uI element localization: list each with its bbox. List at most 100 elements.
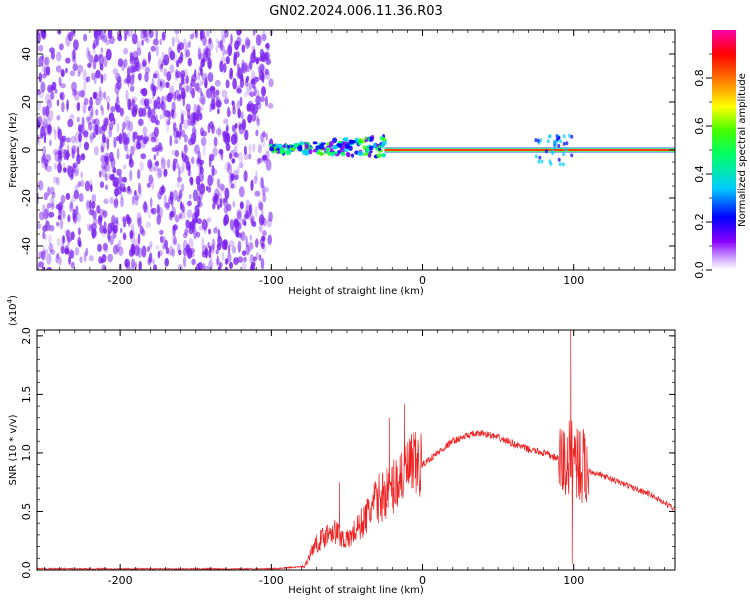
snr-panel: -200 -100 0 100 0.0 0.5 1.0 1.5 2.0 Height of st… (6, 295, 676, 596)
snr-frame (36, 329, 676, 571)
noise-blob (72, 56, 77, 63)
noise-blob (110, 221, 115, 232)
noise-blob (158, 207, 163, 219)
noise-blob (199, 183, 206, 195)
noise-blob (213, 227, 218, 234)
noise-blob (252, 48, 256, 59)
noise-blob (182, 247, 188, 257)
noise-blob (37, 101, 42, 112)
noise-blob (219, 60, 224, 73)
noise-blob (199, 93, 206, 105)
colorbar: 0.0 0.2 0.4 0.6 0.8 Normalized spectral ampl… (693, 30, 748, 279)
noise-blob (101, 106, 104, 116)
noise-blob (157, 191, 163, 200)
signal-blob (315, 145, 320, 150)
noise-blob (114, 220, 119, 228)
noise-blob (201, 251, 207, 258)
noise-blob (172, 36, 175, 47)
noise-blob (233, 56, 237, 66)
noise-blob (255, 170, 258, 181)
noise-blob (245, 204, 250, 213)
noise-blob (150, 208, 154, 214)
noise-blob (103, 228, 108, 234)
signal-blob (297, 146, 303, 152)
noise-blob (205, 30, 210, 37)
noise-blob (216, 178, 221, 189)
noise-blob (243, 208, 249, 220)
noise-blob (86, 46, 90, 59)
signal-blob (534, 138, 538, 143)
noise-blob (241, 44, 246, 53)
noise-blob (192, 189, 199, 202)
noise-blob (267, 102, 274, 109)
spectrogram-image (37, 30, 675, 270)
noise-blob (211, 87, 217, 95)
noise-blob (200, 67, 203, 77)
noise-blob (181, 91, 187, 100)
noise-blob (79, 125, 83, 134)
noise-blob (208, 249, 212, 259)
y-tick-label: -20 (20, 189, 33, 207)
noise-blob (182, 239, 188, 251)
noise-blob (105, 48, 112, 61)
noise-blob (103, 198, 109, 205)
noise-blob (225, 56, 230, 65)
noise-blob (40, 250, 46, 261)
noise-blob (49, 139, 52, 147)
noise-blob (178, 167, 181, 179)
noise-blob (264, 95, 268, 107)
noise-blob (44, 56, 50, 66)
noise-blob (92, 59, 97, 70)
noise-blob (237, 256, 244, 264)
noise-blob (111, 157, 116, 169)
noise-blob (201, 58, 206, 64)
y-tick-label: 1.5 (20, 386, 33, 404)
noise-blob (265, 186, 270, 193)
noise-blob (125, 120, 130, 131)
noise-blob (153, 154, 156, 161)
noise-blob (208, 153, 215, 162)
noise-blob (219, 261, 222, 270)
noise-blob (204, 265, 210, 270)
noise-blob (65, 57, 71, 64)
noise-blob (230, 173, 235, 181)
signal-blob (549, 161, 553, 166)
noise-blob (171, 109, 175, 119)
noise-blob (95, 108, 99, 116)
noise-blob (93, 146, 99, 156)
noise-blob (180, 109, 186, 116)
noise-blob (109, 35, 115, 45)
x-tick-label: -200 (108, 274, 133, 287)
noise-blob (221, 251, 225, 261)
noise-blob (129, 230, 134, 240)
noise-blob (222, 239, 228, 247)
noise-blob (236, 88, 242, 94)
noise-blob (46, 253, 52, 265)
noise-blob (123, 47, 129, 55)
noise-blob (138, 73, 142, 81)
noise-blob (151, 77, 155, 90)
noise-blob (238, 152, 244, 164)
noise-blob (262, 217, 267, 227)
noise-blob (219, 262, 223, 268)
noise-blob (108, 121, 114, 131)
signal-blob (328, 144, 333, 148)
noise-blob (199, 166, 204, 175)
noise-blob (150, 115, 157, 124)
colorbar-tick-label: 0.8 (693, 69, 706, 87)
noise-blob (129, 169, 133, 182)
noise-blob (144, 103, 150, 109)
noise-blob (131, 195, 135, 206)
noise-blob (103, 117, 109, 127)
noise-blob (73, 89, 78, 96)
noise-blob (130, 265, 134, 270)
noise-blob (76, 154, 81, 165)
noise-blob (167, 119, 171, 126)
noise-blob (113, 117, 116, 126)
noise-blob (116, 93, 119, 104)
noise-blob (261, 216, 264, 226)
noise-blob (180, 183, 185, 192)
noise-blob (233, 145, 238, 154)
noise-blob (37, 223, 41, 229)
noise-blob (240, 111, 244, 120)
